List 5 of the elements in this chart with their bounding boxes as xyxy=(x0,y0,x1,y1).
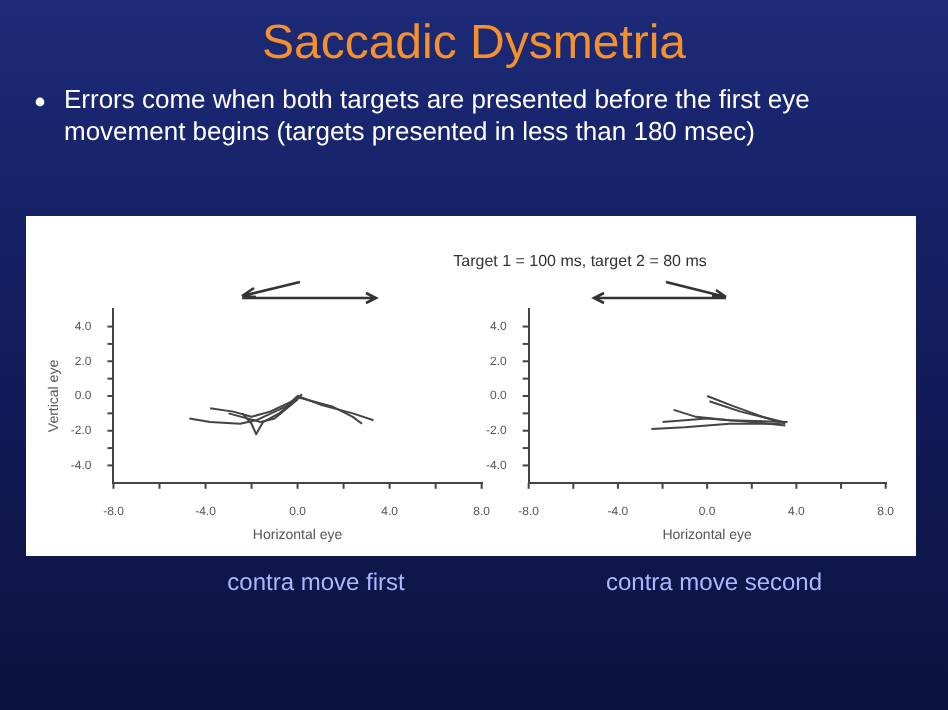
chart-subtitle: Errors come when both targets are presented before the first eye movement begins (targets presented in less than 180 msec) xyxy=(64,84,812,148)
chart-title: Saccadic Dysmetria xyxy=(259,16,689,72)
text: contra move first xyxy=(227,568,405,596)
text: Target 1 = 100 ms, target 2 = 80 ms xyxy=(453,252,707,270)
text: contra move second xyxy=(605,568,823,596)
